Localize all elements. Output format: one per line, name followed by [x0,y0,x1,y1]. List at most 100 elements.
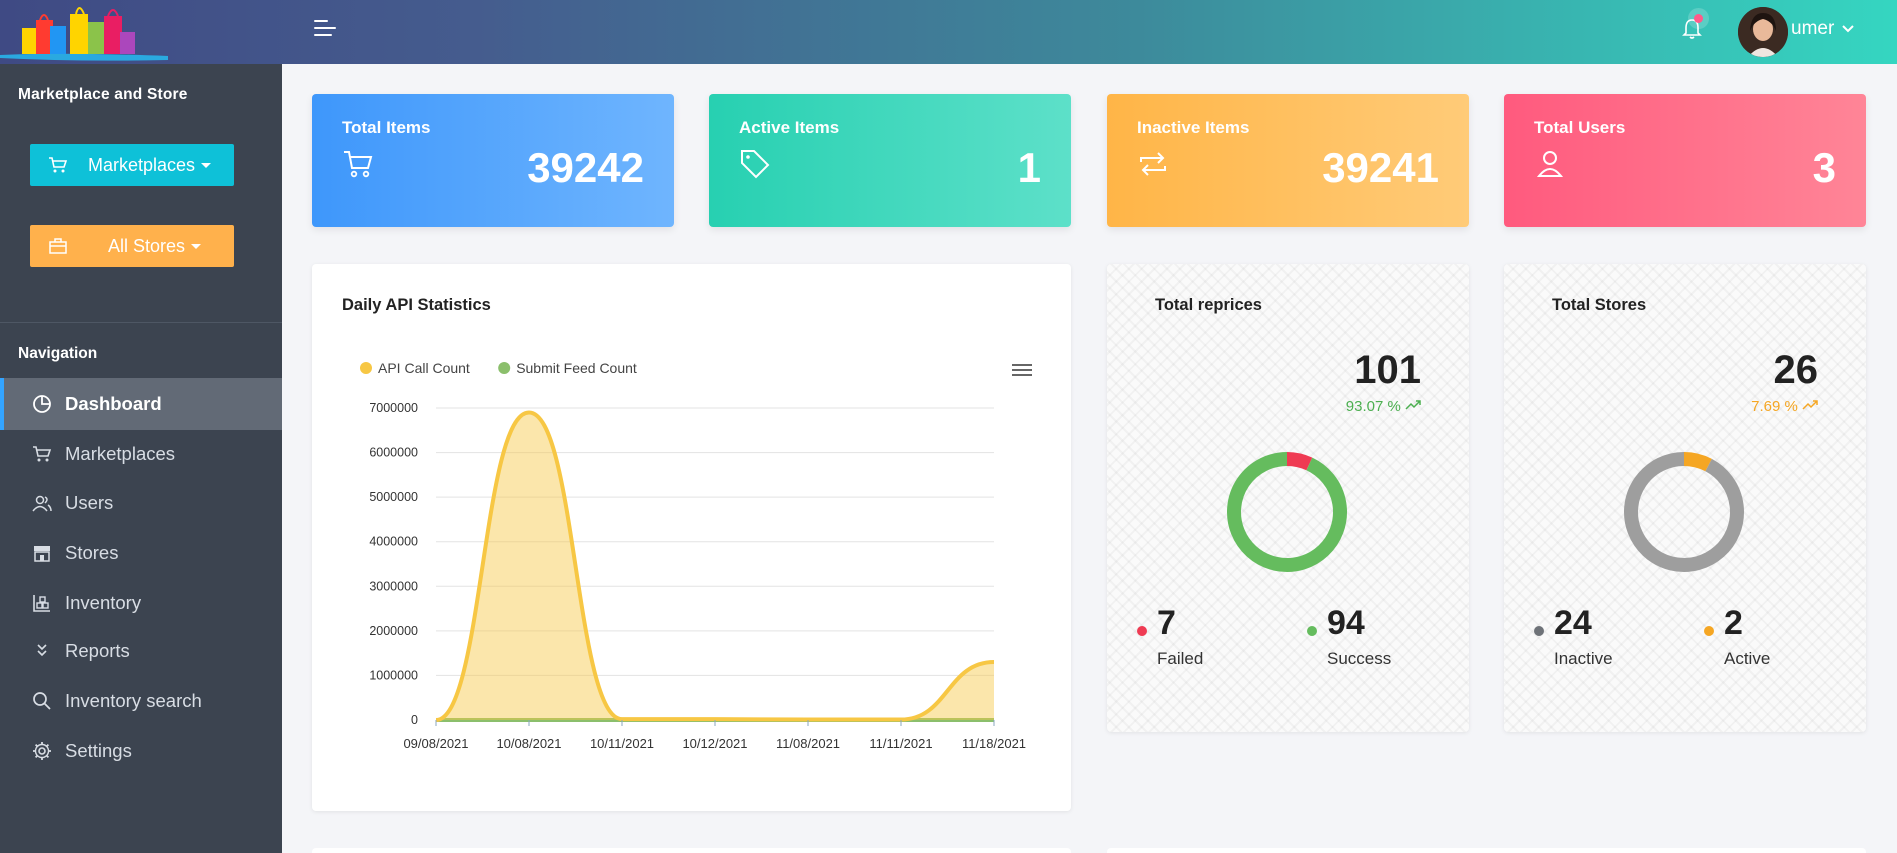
percent-value: 93.07 % [1345,398,1401,415]
total-stores-panel: Total Stores 26 7.69 % 24 Inactive 2 Act… [1504,264,1866,732]
marketplaces-dropdown-button[interactable]: Marketplaces [30,144,234,186]
legend-label: Active [1724,649,1771,668]
nav-item-label: Marketplaces [65,443,176,464]
reprices-percent: 93.07 % [1346,398,1421,415]
stores-total: 26 [1773,348,1819,392]
bottom-panel-edge [312,848,1071,853]
notification-dot [1694,14,1703,23]
chart-menu-icon[interactable] [1012,364,1032,376]
nav-item-marketplaces[interactable]: Marketplaces [0,428,282,480]
donut-segment[interactable] [1227,452,1347,572]
legend-label: Success [1327,649,1392,668]
donut-segment[interactable] [1624,452,1744,572]
legend-marker[interactable] [360,362,372,374]
user-avatar[interactable] [1738,7,1788,57]
legend-value: 2 [1724,604,1743,642]
stat-value: 3 [1812,144,1836,191]
bottom-panel-edge [1107,848,1866,853]
stat-title: Total Users [1534,118,1626,137]
x-tick-label: 11/18/2021 [962,736,1026,751]
y-tick-label: 0 [411,713,418,727]
sidebar-title: Marketplace and Store [18,86,188,103]
username-label[interactable]: umer [1791,18,1835,39]
legend-marker[interactable] [498,362,511,374]
status-dot [1704,626,1714,636]
donut-segment[interactable] [1286,452,1313,471]
x-tick-label: 11/11/2021 [869,736,932,751]
nav-item-label: Settings [65,740,132,761]
stores-percent: 7.69 % [1751,398,1818,415]
notification-bell-icon[interactable] [1680,14,1704,42]
panel-title: Total Stores [1552,296,1647,314]
caret-down-icon [191,243,202,249]
nav-item-label: Stores [65,542,119,563]
stat-value: 39241 [1322,144,1439,191]
y-tick-label: 2000000 [369,624,418,638]
menu-toggle-icon[interactable] [314,20,338,42]
api-statistics-panel: Daily API Statistics API Call Count Submi… [312,264,1071,811]
nav-item-inventory-search[interactable]: Inventory search [0,675,282,727]
nav-item-label: Dashboard [65,393,162,414]
users-icon [32,495,52,512]
chevrons-down-icon [37,644,47,657]
x-tick-label: 11/08/2021 [776,736,840,751]
pie-chart-icon [33,395,51,413]
chevron-down-icon[interactable] [1841,22,1855,36]
cart-icon [49,157,68,173]
y-tick-label: 6000000 [369,446,418,460]
series-line[interactable] [435,410,995,722]
series-area [436,412,994,720]
nav-item-users[interactable]: Users [0,477,282,529]
tag-icon [741,150,770,179]
nav-item-label: Inventory [65,592,142,613]
legend-label[interactable]: Submit Feed Count [516,360,637,376]
x-tick-label: 09/08/2021 [403,736,468,751]
stat-title: Total Items [342,118,431,137]
stat-card-active-items: Active Items 1 [709,94,1071,227]
repeat-icon [1140,152,1166,176]
status-dot [1137,626,1147,636]
store-icon [34,546,50,562]
stat-card-inactive-items: Inactive Items 39241 [1107,94,1469,227]
total-reprices-panel: Total reprices 101 93.07 % 7 Failed 94 S… [1107,264,1469,732]
y-tick-label: 4000000 [369,535,418,549]
trending-up-icon [1802,400,1818,410]
nav-item-stores[interactable]: Stores [0,527,282,579]
stat-card-total-users: Total Users 3 [1504,94,1866,227]
legend-label[interactable]: API Call Count [378,360,470,376]
user-icon [1536,151,1564,177]
trending-up-icon [1405,400,1421,410]
stat-value: 39242 [527,144,644,191]
reprices-donut-chart [1227,452,1347,572]
stores-donut-chart [1624,452,1744,572]
caret-down-icon [201,162,212,168]
stores-dropdown-button[interactable]: All Stores [30,225,234,267]
y-tick-label: 7000000 [369,401,418,415]
percent-value: 7.69 % [1751,398,1798,415]
donut-segment[interactable] [1683,452,1712,472]
reprices-total: 101 [1354,348,1421,392]
stat-card-total-items: Total Items 39242 [312,94,674,227]
y-tick-label: 5000000 [369,490,418,504]
search-icon [33,692,51,710]
nav-item-inventory[interactable]: Inventory [0,577,282,629]
legend-value: 7 [1157,604,1176,642]
legend-label: Inactive [1554,649,1613,668]
inventory-icon [33,595,50,612]
x-tick-label: 10/12/2021 [682,736,747,751]
sidebar: Marketplace and Store Marketplaces All S… [0,64,282,853]
stores-button-label: All Stores [108,235,186,256]
legend-value: 94 [1327,604,1365,642]
nav-item-label: Users [65,492,114,513]
nav-item-dashboard[interactable]: Dashboard [0,378,282,430]
api-statistics-chart: API Call Count Submit Feed Count 09/08/20… [360,360,1032,751]
nav-item-settings[interactable]: Settings [0,725,282,777]
nav-item-label: Reports [65,640,130,661]
stat-title: Inactive Items [1137,118,1250,137]
shopping-bags-logo[interactable] [0,0,170,64]
cart-icon [344,151,373,178]
stat-title: Active Items [739,118,840,137]
marketplaces-button-label: Marketplaces [88,154,196,175]
top-header: umer [0,0,1897,64]
nav-item-reports[interactable]: Reports [0,625,282,677]
